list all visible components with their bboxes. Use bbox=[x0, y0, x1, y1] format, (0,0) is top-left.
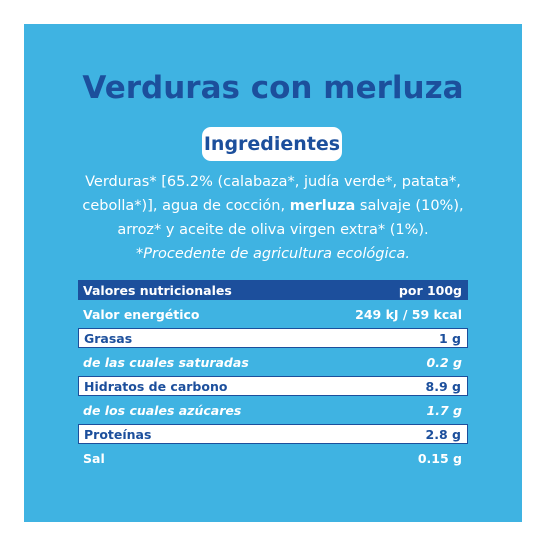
nutrition-row-label: Grasas bbox=[84, 330, 133, 346]
ingredients-line-2-pre: cebolla*)], agua de cocción, bbox=[82, 198, 290, 214]
ingredients-line-2-post: salvaje (10%), bbox=[355, 198, 464, 214]
ingredients-line-1: Verduras* [65.2% (calabaza*, judía verde… bbox=[85, 174, 461, 190]
nutrition-row-label: Valor energético bbox=[83, 306, 200, 322]
nutrition-header-row: Valores nutricionales por 100g bbox=[78, 280, 468, 300]
nutrition-row-value: 249 kJ / 59 kcal bbox=[355, 306, 462, 322]
nutrition-row-saturated-fat: de las cuales saturadas 0.2 g bbox=[78, 352, 468, 372]
nutrition-row-sugars: de los cuales azúcares 1.7 g bbox=[78, 400, 468, 420]
nutrition-row-energy: Valor energético 249 kJ / 59 kcal bbox=[78, 304, 468, 324]
nutrition-row-carbohydrates: Hidratos de carbono 8.9 g bbox=[78, 376, 468, 396]
ingredients-heading-badge: Ingredientes bbox=[202, 127, 342, 161]
ingredients-line-3: arroz* y aceite de oliva virgen extra* (… bbox=[117, 222, 429, 238]
nutrition-row-value: 0.15 g bbox=[417, 450, 462, 466]
nutrition-row-label: de las cuales saturadas bbox=[83, 354, 249, 370]
nutrition-row-value: 1.7 g bbox=[426, 402, 462, 418]
ingredients-organic-note: *Procedente de agricultura ecológica. bbox=[136, 246, 410, 262]
ingredients-text: Verduras* [65.2% (calabaza*, judía verde… bbox=[24, 170, 522, 266]
nutrition-row-value: 8.9 g bbox=[425, 378, 461, 394]
nutrition-row-label: Proteínas bbox=[84, 426, 152, 442]
nutrition-row-label: Sal bbox=[83, 450, 105, 466]
nutrition-row-salt: Sal 0.15 g bbox=[78, 448, 468, 468]
nutrition-row-value: 2.8 g bbox=[425, 426, 461, 442]
nutrition-header-label: Valores nutricionales bbox=[83, 282, 232, 298]
nutrition-row-value: 1 g bbox=[439, 330, 461, 346]
nutrition-row-label: de los cuales azúcares bbox=[83, 402, 242, 418]
nutrition-row-label: Hidratos de carbono bbox=[84, 378, 228, 394]
nutrition-row-fat: Grasas 1 g bbox=[78, 328, 468, 348]
ingredients-highlight-merluza: merluza bbox=[289, 198, 356, 214]
nutrition-row-protein: Proteínas 2.8 g bbox=[78, 424, 468, 444]
product-panel: Verduras con merluza Ingredientes Verdur… bbox=[24, 24, 522, 522]
nutrition-row-value: 0.2 g bbox=[426, 354, 462, 370]
ingredients-line-2: cebolla*)], agua de cocción, merluza sal… bbox=[24, 194, 522, 218]
nutrition-header-unit: por 100g bbox=[398, 282, 462, 298]
ingredients-heading: Ingredientes bbox=[203, 133, 341, 155]
product-title: Verduras con merluza bbox=[82, 70, 464, 106]
